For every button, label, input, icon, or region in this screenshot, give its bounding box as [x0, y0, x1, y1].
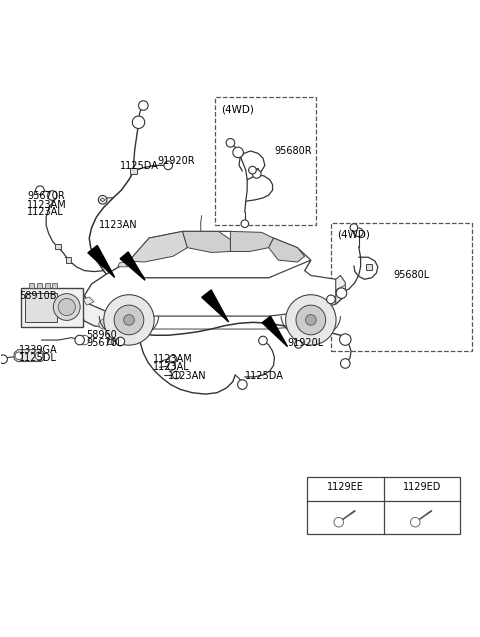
- Circle shape: [99, 320, 108, 329]
- Circle shape: [350, 224, 358, 231]
- Text: 1123AM: 1123AM: [27, 199, 67, 210]
- Polygon shape: [269, 238, 305, 262]
- Circle shape: [241, 220, 249, 227]
- Text: 1123AL: 1123AL: [27, 207, 64, 217]
- Text: 95680L: 95680L: [393, 271, 430, 280]
- Polygon shape: [118, 262, 128, 267]
- Text: 1123AM: 1123AM: [153, 354, 192, 364]
- Bar: [215, 97, 316, 225]
- Circle shape: [36, 186, 44, 194]
- Text: 1129ED: 1129ED: [403, 482, 441, 492]
- Circle shape: [410, 517, 420, 527]
- Text: (4WD): (4WD): [336, 230, 370, 240]
- Polygon shape: [131, 168, 137, 175]
- Text: 1129EE: 1129EE: [327, 482, 364, 492]
- Circle shape: [98, 196, 107, 204]
- Text: 1125DA: 1125DA: [245, 371, 284, 381]
- Polygon shape: [81, 296, 129, 329]
- Polygon shape: [83, 297, 94, 305]
- Text: 95670L: 95670L: [86, 338, 122, 348]
- Text: (4WD): (4WD): [221, 104, 254, 115]
- Text: 95670R: 95670R: [27, 192, 65, 201]
- Polygon shape: [262, 316, 288, 347]
- Polygon shape: [66, 257, 72, 262]
- Text: 1123AN: 1123AN: [168, 371, 207, 381]
- Polygon shape: [88, 245, 115, 277]
- Bar: [37, 283, 42, 289]
- Bar: [52, 283, 57, 289]
- Circle shape: [35, 352, 43, 360]
- Circle shape: [286, 295, 336, 345]
- Bar: [21, 288, 83, 327]
- Polygon shape: [14, 350, 44, 362]
- Circle shape: [252, 169, 261, 178]
- Circle shape: [132, 116, 145, 129]
- Circle shape: [334, 517, 344, 527]
- Circle shape: [336, 288, 347, 298]
- Bar: [29, 283, 34, 289]
- Circle shape: [75, 335, 84, 345]
- Bar: [24, 292, 57, 322]
- Text: 58910B: 58910B: [19, 290, 56, 301]
- Text: 1125DA: 1125DA: [120, 161, 159, 171]
- Circle shape: [53, 294, 80, 320]
- Circle shape: [326, 295, 335, 304]
- Polygon shape: [336, 285, 345, 296]
- Circle shape: [169, 355, 177, 363]
- Text: 58960: 58960: [86, 330, 117, 340]
- Text: 1123AN: 1123AN: [99, 220, 137, 230]
- Circle shape: [226, 138, 235, 147]
- Circle shape: [305, 315, 316, 326]
- Circle shape: [238, 380, 247, 389]
- Polygon shape: [202, 290, 228, 322]
- Circle shape: [340, 359, 350, 368]
- Text: 95680R: 95680R: [275, 146, 312, 156]
- Circle shape: [58, 298, 75, 315]
- Circle shape: [0, 355, 7, 364]
- Text: 1339GA: 1339GA: [19, 345, 58, 355]
- Bar: [331, 223, 472, 351]
- Polygon shape: [84, 261, 144, 304]
- Polygon shape: [100, 198, 106, 202]
- Circle shape: [249, 166, 256, 174]
- Circle shape: [164, 161, 172, 169]
- Circle shape: [296, 305, 325, 335]
- Circle shape: [259, 336, 267, 345]
- Circle shape: [104, 295, 154, 345]
- Text: 91920R: 91920R: [157, 155, 195, 166]
- Polygon shape: [129, 231, 187, 262]
- Circle shape: [124, 315, 134, 326]
- Bar: [45, 283, 49, 289]
- Polygon shape: [107, 339, 113, 345]
- Polygon shape: [129, 231, 311, 278]
- Circle shape: [339, 334, 351, 345]
- Circle shape: [80, 335, 89, 345]
- Text: 91920L: 91920L: [288, 338, 324, 348]
- Circle shape: [233, 147, 243, 158]
- Polygon shape: [120, 252, 145, 280]
- Circle shape: [172, 371, 180, 379]
- Circle shape: [168, 362, 175, 370]
- Polygon shape: [252, 168, 258, 174]
- Text: 1125DL: 1125DL: [19, 353, 57, 362]
- Circle shape: [354, 228, 363, 237]
- Bar: [307, 477, 460, 534]
- Circle shape: [139, 101, 148, 110]
- Circle shape: [15, 352, 23, 360]
- Polygon shape: [56, 244, 61, 249]
- Text: 1123AL: 1123AL: [153, 362, 190, 372]
- Polygon shape: [182, 231, 230, 252]
- Polygon shape: [84, 260, 345, 316]
- Circle shape: [116, 337, 125, 346]
- Circle shape: [48, 190, 57, 200]
- Circle shape: [114, 305, 144, 335]
- Polygon shape: [230, 231, 274, 252]
- Circle shape: [295, 341, 302, 348]
- Polygon shape: [366, 264, 372, 269]
- Polygon shape: [336, 275, 345, 304]
